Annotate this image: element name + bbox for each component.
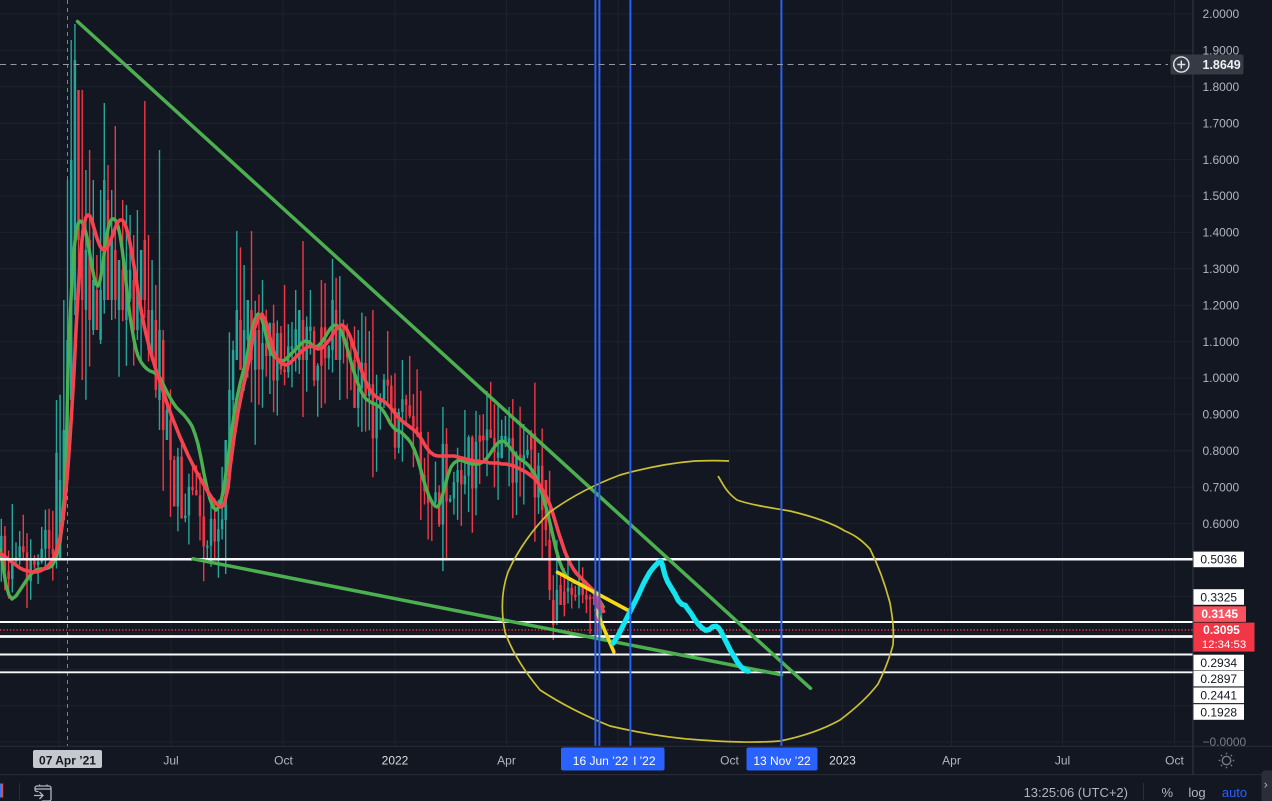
svg-text:1.0000: 1.0000	[1203, 371, 1240, 385]
svg-text:1.2000: 1.2000	[1203, 298, 1240, 312]
svg-text:log: log	[1188, 785, 1205, 800]
svg-text:›: ›	[1264, 777, 1268, 791]
svg-text:1.8649: 1.8649	[1203, 58, 1241, 72]
svg-text:0.5036: 0.5036	[1200, 553, 1237, 567]
svg-text:Apr: Apr	[497, 754, 516, 768]
svg-text:0.9000: 0.9000	[1203, 408, 1240, 422]
svg-text:1.4000: 1.4000	[1203, 226, 1240, 240]
svg-text:1.9000: 1.9000	[1203, 44, 1240, 58]
svg-text:16 Jun ’22: 16 Jun ’22	[573, 754, 629, 768]
svg-text:−0.0000: −0.0000	[1203, 735, 1247, 749]
svg-text:0.1928: 0.1928	[1200, 705, 1237, 719]
svg-text:13:25:06 (UTC+2): 13:25:06 (UTC+2)	[1024, 785, 1128, 800]
svg-text:12:34:53: 12:34:53	[1202, 639, 1246, 651]
svg-text:Apr: Apr	[942, 754, 961, 768]
svg-text:Jul: Jul	[163, 754, 178, 768]
svg-text:1.8000: 1.8000	[1203, 80, 1240, 94]
svg-text:0.2441: 0.2441	[1200, 689, 1237, 703]
svg-text:0.2934: 0.2934	[1200, 656, 1237, 670]
svg-text:0.3095: 0.3095	[1203, 623, 1240, 637]
svg-text:0.3325: 0.3325	[1200, 590, 1237, 604]
svg-text:0.7000: 0.7000	[1203, 480, 1240, 494]
svg-text:1.3000: 1.3000	[1203, 262, 1240, 276]
svg-text:13 Nov ’22: 13 Nov ’22	[753, 754, 811, 768]
svg-text:2022: 2022	[382, 754, 409, 768]
svg-text:0.2897: 0.2897	[1200, 672, 1237, 686]
svg-text:Jul: Jul	[1055, 754, 1070, 768]
svg-text:2.0000: 2.0000	[1203, 7, 1240, 21]
svg-text:1.6000: 1.6000	[1203, 153, 1240, 167]
svg-text:auto: auto	[1222, 785, 1247, 800]
svg-text:1.7000: 1.7000	[1203, 116, 1240, 130]
svg-text:Oct: Oct	[1165, 754, 1184, 768]
svg-text:l ’22: l ’22	[633, 754, 655, 768]
svg-text:Oct: Oct	[274, 754, 293, 768]
svg-text:2023: 2023	[829, 754, 856, 768]
svg-text:%: %	[1162, 785, 1174, 800]
svg-text:1.1000: 1.1000	[1203, 335, 1240, 349]
svg-text:0.6000: 0.6000	[1203, 517, 1240, 531]
svg-text:0.3145: 0.3145	[1201, 607, 1238, 621]
svg-text:0.8000: 0.8000	[1203, 444, 1240, 458]
svg-text:Oct: Oct	[720, 754, 739, 768]
svg-text:1.5000: 1.5000	[1203, 189, 1240, 203]
svg-text:07 Apr ’21: 07 Apr ’21	[39, 754, 96, 768]
